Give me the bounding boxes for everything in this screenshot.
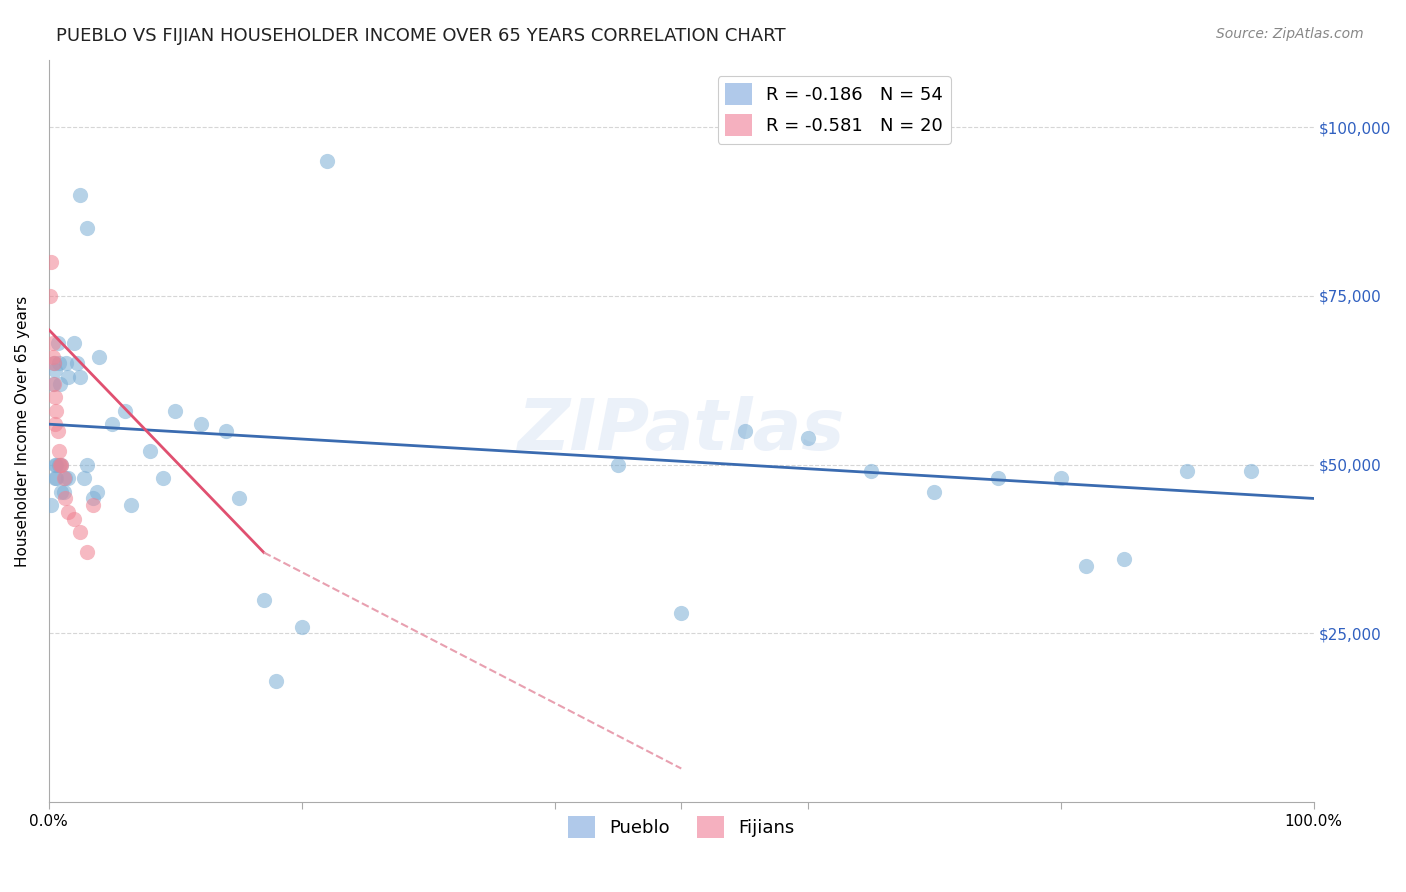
- Legend: Pueblo, Fijians: Pueblo, Fijians: [561, 809, 801, 846]
- Point: [266, 673, 288, 688]
- Point: [45, 458, 67, 472]
- Point: [63, 336, 86, 351]
- Point: [82, 498, 104, 512]
- Point: [859, 465, 882, 479]
- Point: [51, 458, 73, 472]
- Point: [1112, 552, 1135, 566]
- Point: [69, 187, 91, 202]
- Point: [114, 403, 136, 417]
- Text: PUEBLO VS FIJIAN HOUSEHOLDER INCOME OVER 65 YEARS CORRELATION CHART: PUEBLO VS FIJIAN HOUSEHOLDER INCOME OVER…: [56, 27, 786, 45]
- Point: [44, 363, 66, 377]
- Point: [51, 458, 73, 472]
- Point: [51, 484, 73, 499]
- Point: [55, 356, 77, 370]
- Point: [65, 356, 87, 370]
- Point: [89, 350, 111, 364]
- Point: [45, 471, 67, 485]
- Point: [73, 471, 96, 485]
- Point: [76, 458, 98, 472]
- Point: [56, 505, 79, 519]
- Point: [86, 484, 108, 499]
- Point: [986, 471, 1008, 485]
- Point: [49, 458, 72, 472]
- Point: [46, 336, 69, 351]
- Point: [215, 424, 238, 438]
- Point: [44, 471, 66, 485]
- Point: [607, 458, 630, 472]
- Point: [76, 545, 98, 559]
- Point: [45, 403, 67, 417]
- Point: [797, 431, 820, 445]
- Point: [152, 471, 174, 485]
- Point: [42, 356, 65, 370]
- Point: [49, 376, 72, 391]
- Point: [39, 289, 62, 303]
- Point: [56, 370, 79, 384]
- Point: [53, 491, 76, 506]
- Point: [120, 498, 142, 512]
- Point: [39, 498, 62, 512]
- Text: Source: ZipAtlas.com: Source: ZipAtlas.com: [1216, 27, 1364, 41]
- Point: [41, 350, 63, 364]
- Point: [48, 458, 70, 472]
- Point: [48, 444, 70, 458]
- Point: [41, 336, 63, 351]
- Point: [42, 376, 65, 391]
- Point: [228, 491, 250, 506]
- Point: [1074, 558, 1097, 573]
- Point: [52, 471, 75, 485]
- Y-axis label: Householder Income Over 65 years: Householder Income Over 65 years: [15, 295, 30, 566]
- Point: [46, 424, 69, 438]
- Point: [1239, 465, 1261, 479]
- Point: [53, 471, 76, 485]
- Point: [82, 491, 104, 506]
- Point: [1049, 471, 1071, 485]
- Point: [44, 417, 66, 432]
- Point: [56, 471, 79, 485]
- Point: [41, 376, 63, 391]
- Point: [139, 444, 162, 458]
- Point: [48, 356, 70, 370]
- Point: [165, 403, 187, 417]
- Point: [69, 370, 91, 384]
- Text: ZIPatlas: ZIPatlas: [517, 396, 845, 466]
- Point: [734, 424, 756, 438]
- Point: [76, 221, 98, 235]
- Point: [52, 484, 75, 499]
- Point: [316, 153, 339, 168]
- Point: [39, 255, 62, 269]
- Point: [291, 620, 314, 634]
- Point: [671, 606, 693, 620]
- Point: [922, 484, 945, 499]
- Point: [101, 417, 124, 432]
- Point: [44, 390, 66, 404]
- Point: [44, 458, 66, 472]
- Point: [69, 525, 91, 540]
- Point: [42, 356, 65, 370]
- Point: [1175, 465, 1198, 479]
- Point: [190, 417, 212, 432]
- Point: [63, 512, 86, 526]
- Point: [253, 592, 276, 607]
